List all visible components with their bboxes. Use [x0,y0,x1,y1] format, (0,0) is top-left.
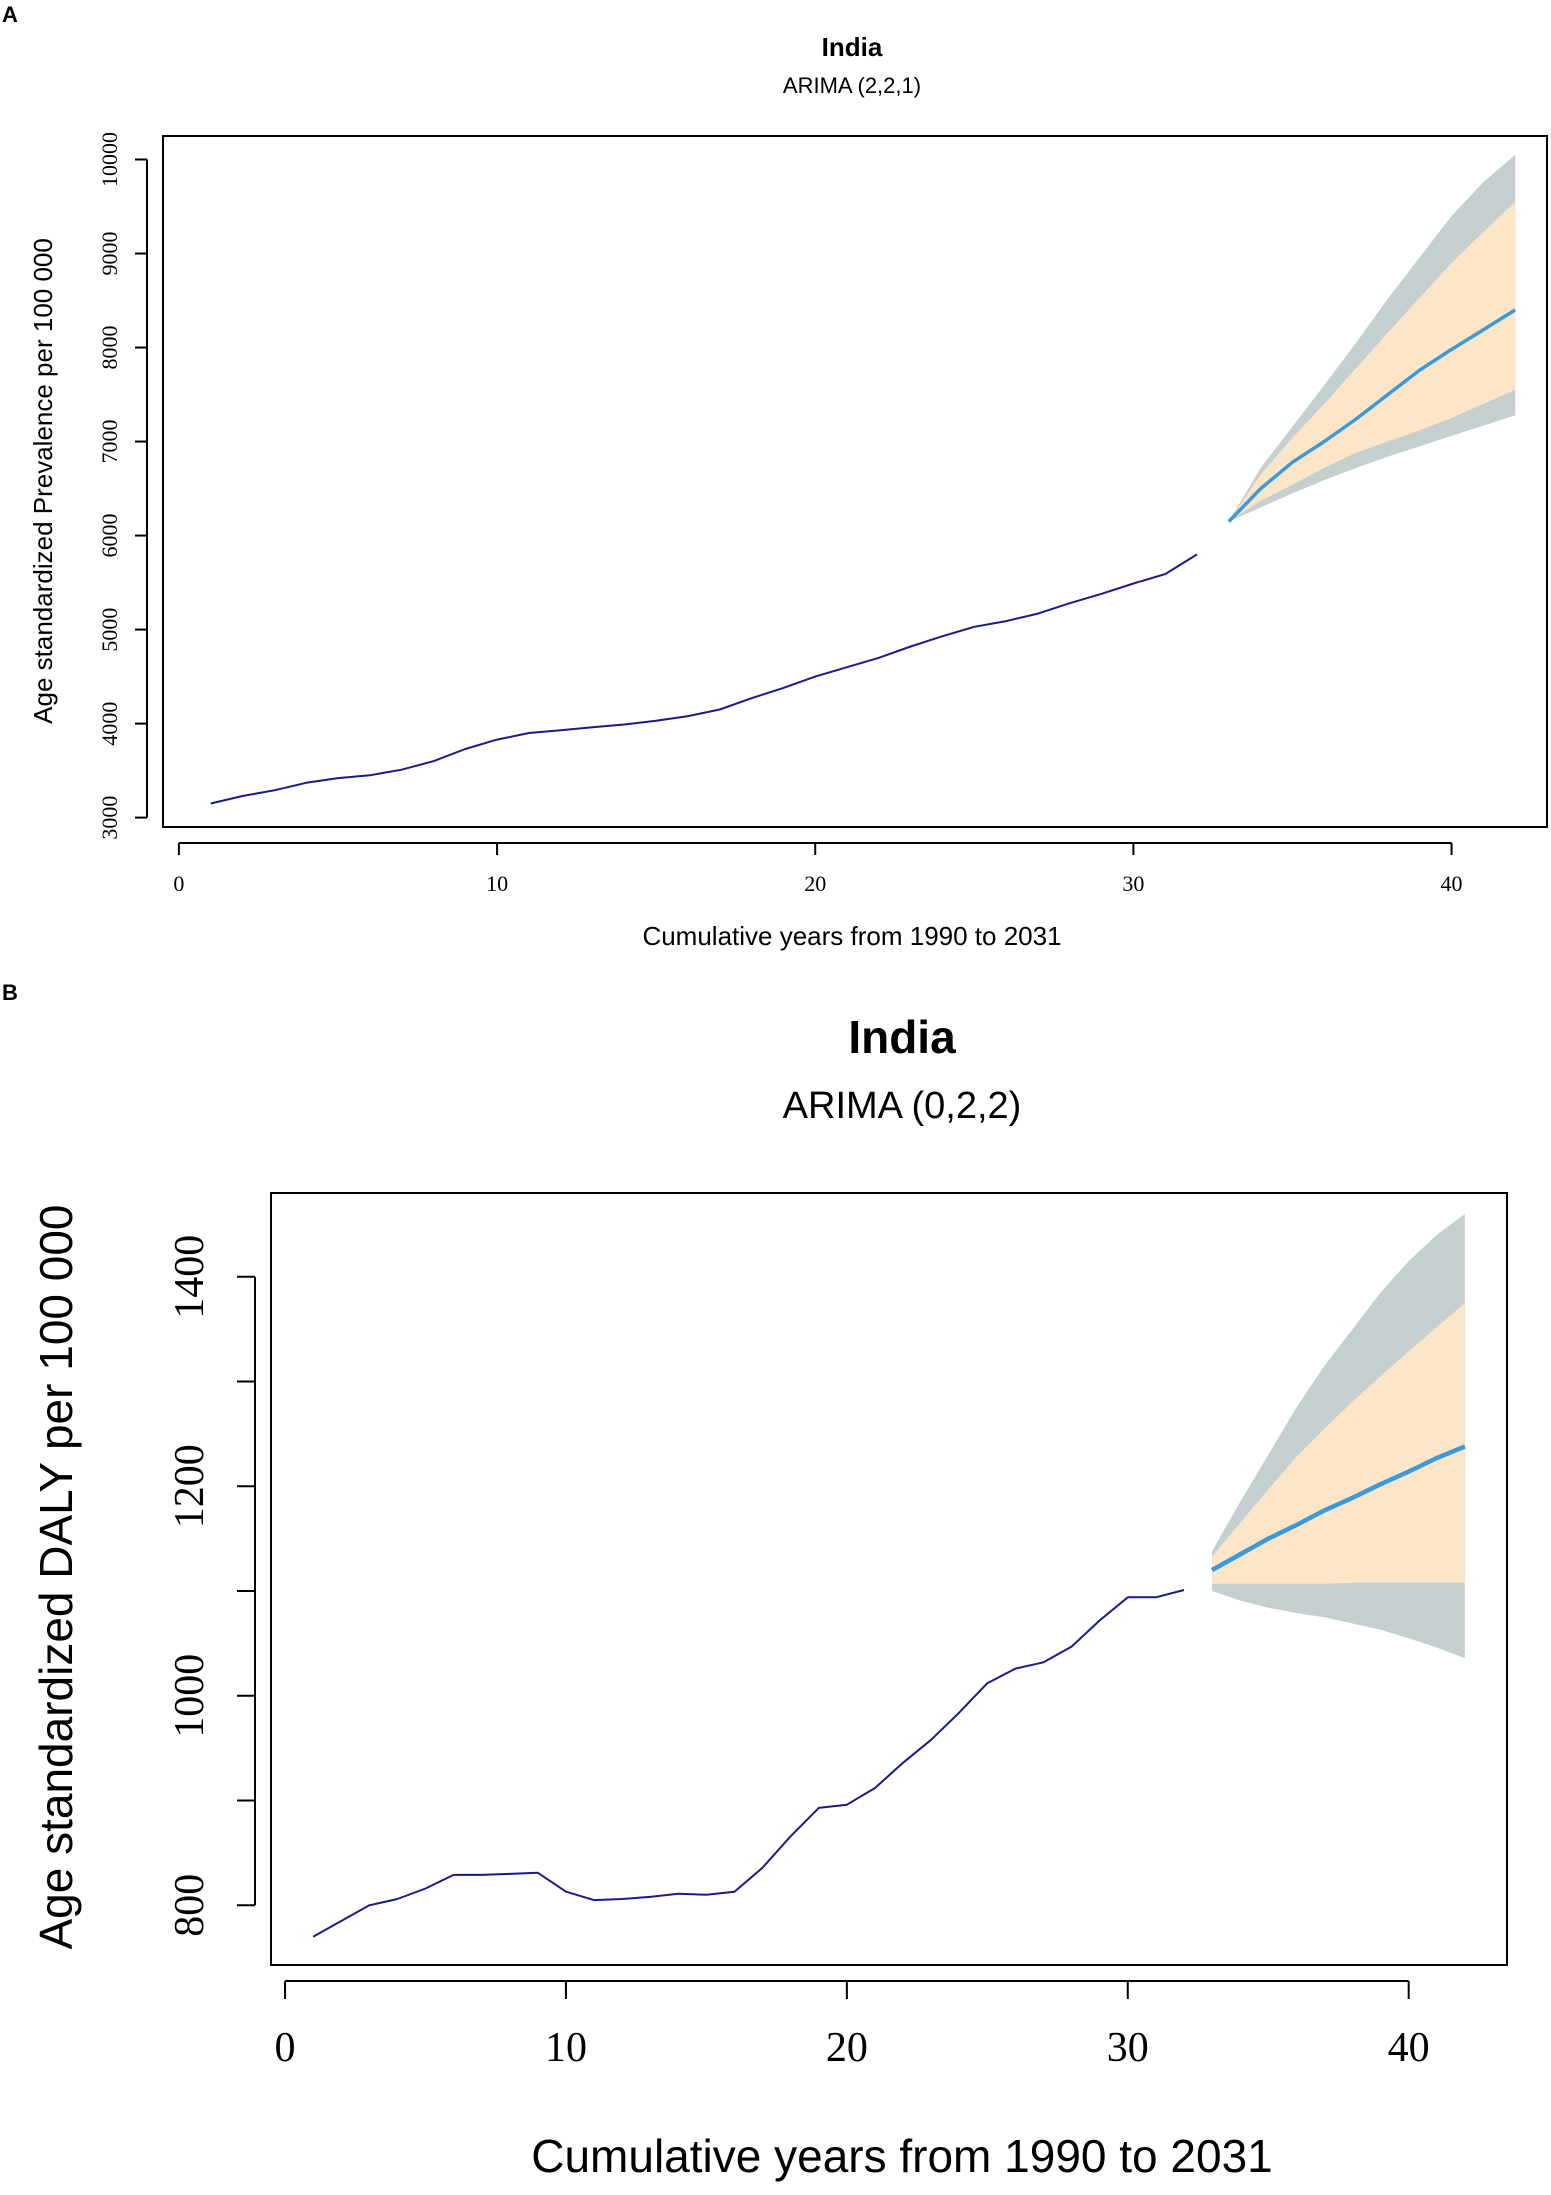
chart-b-y-tick-label: 1400 [167,1235,213,1319]
chart-b-x-tick-label: 0 [275,2025,296,2071]
panel-a: A India ARIMA (2,2,1) 0 10 20 30 40 3000 4000… [2,2,1548,951]
chart-a-band-80 [1228,201,1516,522]
chart-b-x-tick-label: 10 [545,2025,587,2071]
chart-b-title: India [848,1011,956,1063]
chart-a-x-tick-label: 20 [804,871,826,896]
chart-b-x-tick-label: 30 [1107,2025,1149,2071]
chart-a-lines [210,308,1517,805]
chart-a-title: India [822,32,883,62]
chart-a-y-label: Age standardized Prevalence per 100 000 [28,238,58,724]
chart-b-x-tick-label: 40 [1388,2025,1430,2071]
chart-b-plot-frame [270,1192,1508,1966]
chart-a-y-axis: 3000 4000 5000 6000 7000 8000 9000 10000 [97,132,148,840]
chart-a-subtitle: ARIMA (2,2,1) [783,73,921,98]
chart-a-y-tick-label: 5000 [97,608,122,652]
chart-a-y-tick-label: 8000 [97,326,122,370]
panel-b: B India ARIMA (0,2,2) 0 10 20 30 40 800 1000 1… [2,980,1508,2182]
chart-a-x-tick-label: 10 [486,871,508,896]
chart-b-y-axis: 800 1000 1200 1400 [167,1235,256,1937]
chart-a-x-tick-label: 40 [1441,871,1463,896]
chart-b-observed-line [312,1589,1185,1938]
chart-a-x-tick-label: 0 [173,871,184,896]
panel-label-a: A [2,2,18,27]
panel-label-b: B [2,980,18,1005]
chart-a-observed-line [210,553,1198,805]
chart-b-y-label: Age standardized DALY per 100 000 [30,1204,82,1949]
chart-a-x-label: Cumulative years from 1990 to 2031 [642,921,1061,951]
chart-a-y-tick-label: 9000 [97,232,122,276]
chart-a-y-tick-label: 10000 [97,132,122,187]
chart-b-subtitle: ARIMA (0,2,2) [783,1085,1022,1127]
chart-b-lines [312,1444,1466,1938]
chart-a-plot-frame [162,135,1548,828]
chart-a-forecast-line [1227,308,1517,523]
chart-b-bands [1212,1213,1465,1659]
chart-a-bands [1228,154,1516,522]
chart-b-x-tick-label: 20 [826,2025,868,2071]
chart-b-forecast-line [1210,1444,1466,1573]
chart-a-y-tick-label: 6000 [97,514,122,558]
chart-b-band-80 [1212,1303,1465,1584]
chart-a-x-tick-label: 30 [1122,871,1144,896]
chart-a-y-tick-label: 3000 [97,796,122,840]
chart-b-x-label: Cumulative years from 1990 to 2031 [531,2130,1273,2182]
chart-b-y-tick-label: 800 [167,1874,213,1937]
chart-b-y-tick-label: 1200 [167,1444,213,1528]
chart-a-x-axis: 0 10 20 30 40 [173,842,1463,896]
chart-b-x-axis: 0 10 20 30 40 [275,1980,1430,2071]
chart-b-y-tick-label: 1000 [167,1654,213,1738]
chart-a-y-tick-label: 4000 [97,702,122,746]
chart-a-y-tick-label: 7000 [97,420,122,464]
